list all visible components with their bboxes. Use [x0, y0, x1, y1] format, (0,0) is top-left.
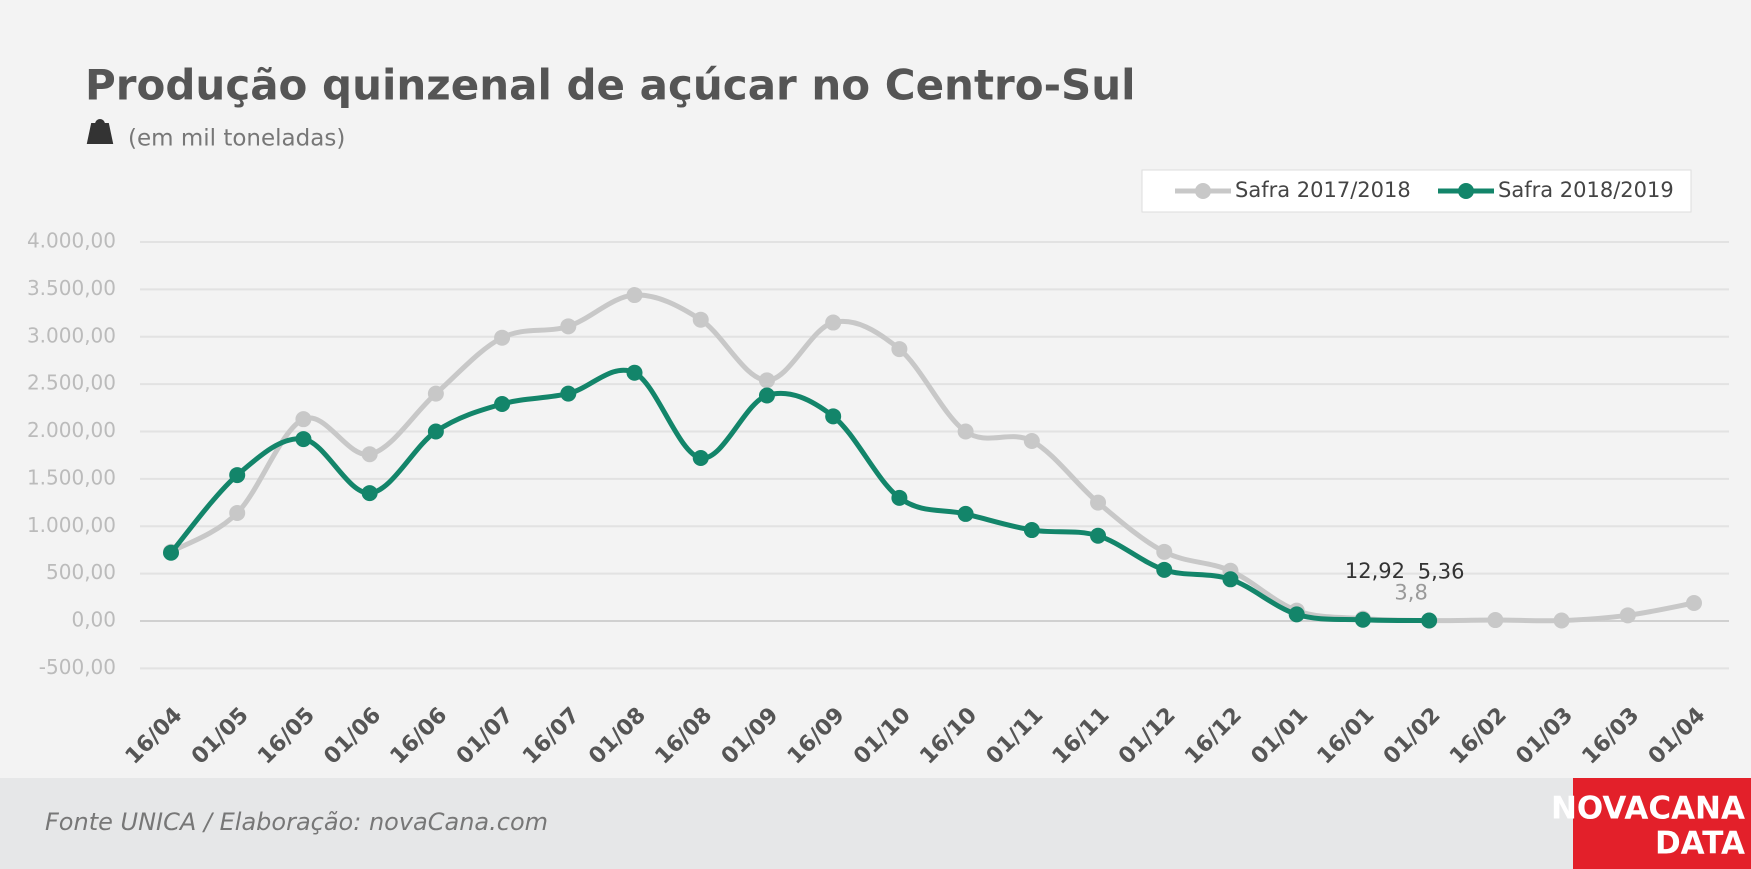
data-point	[1421, 612, 1438, 629]
data-point	[1619, 607, 1636, 624]
data-point	[957, 505, 974, 522]
data-point	[1553, 612, 1570, 629]
y-tick-label: 2.000,00	[27, 418, 116, 442]
legend-label: Safra 2017/2018	[1235, 178, 1411, 202]
y-tick-label: 2.500,00	[27, 371, 116, 395]
y-tick-label: 0,00	[71, 608, 116, 632]
data-point	[229, 467, 246, 484]
data-label: 3,8	[1394, 581, 1427, 605]
data-point	[825, 408, 842, 425]
data-point	[1487, 612, 1504, 629]
footer	[0, 778, 1751, 869]
data-point	[1686, 594, 1702, 611]
data-point	[1354, 611, 1371, 628]
data-point	[1222, 571, 1239, 588]
data-point	[692, 450, 709, 467]
data-label: 12,92	[1345, 559, 1405, 583]
legend-swatch	[1195, 183, 1211, 199]
data-point	[494, 396, 511, 413]
data-point	[1090, 527, 1107, 544]
data-point	[427, 423, 444, 440]
data-point	[1023, 432, 1040, 449]
data-point	[758, 372, 775, 389]
data-point	[427, 385, 444, 402]
legend-swatch	[1458, 183, 1474, 199]
legend-label: Safra 2018/2019	[1498, 178, 1674, 202]
logo	[1573, 778, 1751, 869]
data-point	[1288, 606, 1305, 623]
y-tick-label: 500,00	[46, 560, 116, 584]
weight-icon	[86, 119, 114, 144]
data-point	[560, 318, 577, 335]
chart-subtitle: (em mil toneladas)	[128, 126, 345, 152]
logo-text: NOVACANA	[1551, 791, 1745, 827]
source: Fonte UNICA / Elaboração: novaCana.com	[45, 808, 548, 836]
data-point	[1156, 561, 1173, 578]
data-point	[891, 489, 908, 506]
data-point	[560, 385, 577, 402]
data-label: 5,36	[1418, 559, 1465, 583]
data-point	[1090, 494, 1107, 511]
data-point	[1023, 522, 1040, 539]
data-point	[891, 341, 908, 358]
chart-title: Produção quinzenal de açúcar no Centro-S…	[85, 61, 1136, 110]
y-tick-label: 3.500,00	[27, 276, 116, 300]
data-point	[626, 287, 643, 304]
y-tick-label: 1.500,00	[27, 465, 116, 489]
data-point	[626, 364, 643, 381]
y-tick-label: 1.000,00	[27, 513, 116, 537]
data-point	[229, 504, 246, 521]
data-point	[758, 387, 775, 404]
logo-text: DATA	[1655, 826, 1745, 862]
data-point	[163, 544, 179, 561]
data-point	[1156, 543, 1173, 560]
data-point	[295, 411, 312, 428]
data-point	[825, 314, 842, 331]
y-tick-label: 4.000,00	[27, 229, 116, 253]
data-point	[361, 446, 378, 463]
y-tick-label: 3.000,00	[27, 323, 116, 347]
y-tick-label: -500,00	[39, 655, 116, 679]
data-point	[295, 431, 312, 448]
data-point	[361, 485, 378, 502]
data-point	[494, 329, 511, 346]
legend	[1141, 169, 1692, 213]
data-point	[957, 423, 974, 440]
data-point	[692, 311, 709, 328]
